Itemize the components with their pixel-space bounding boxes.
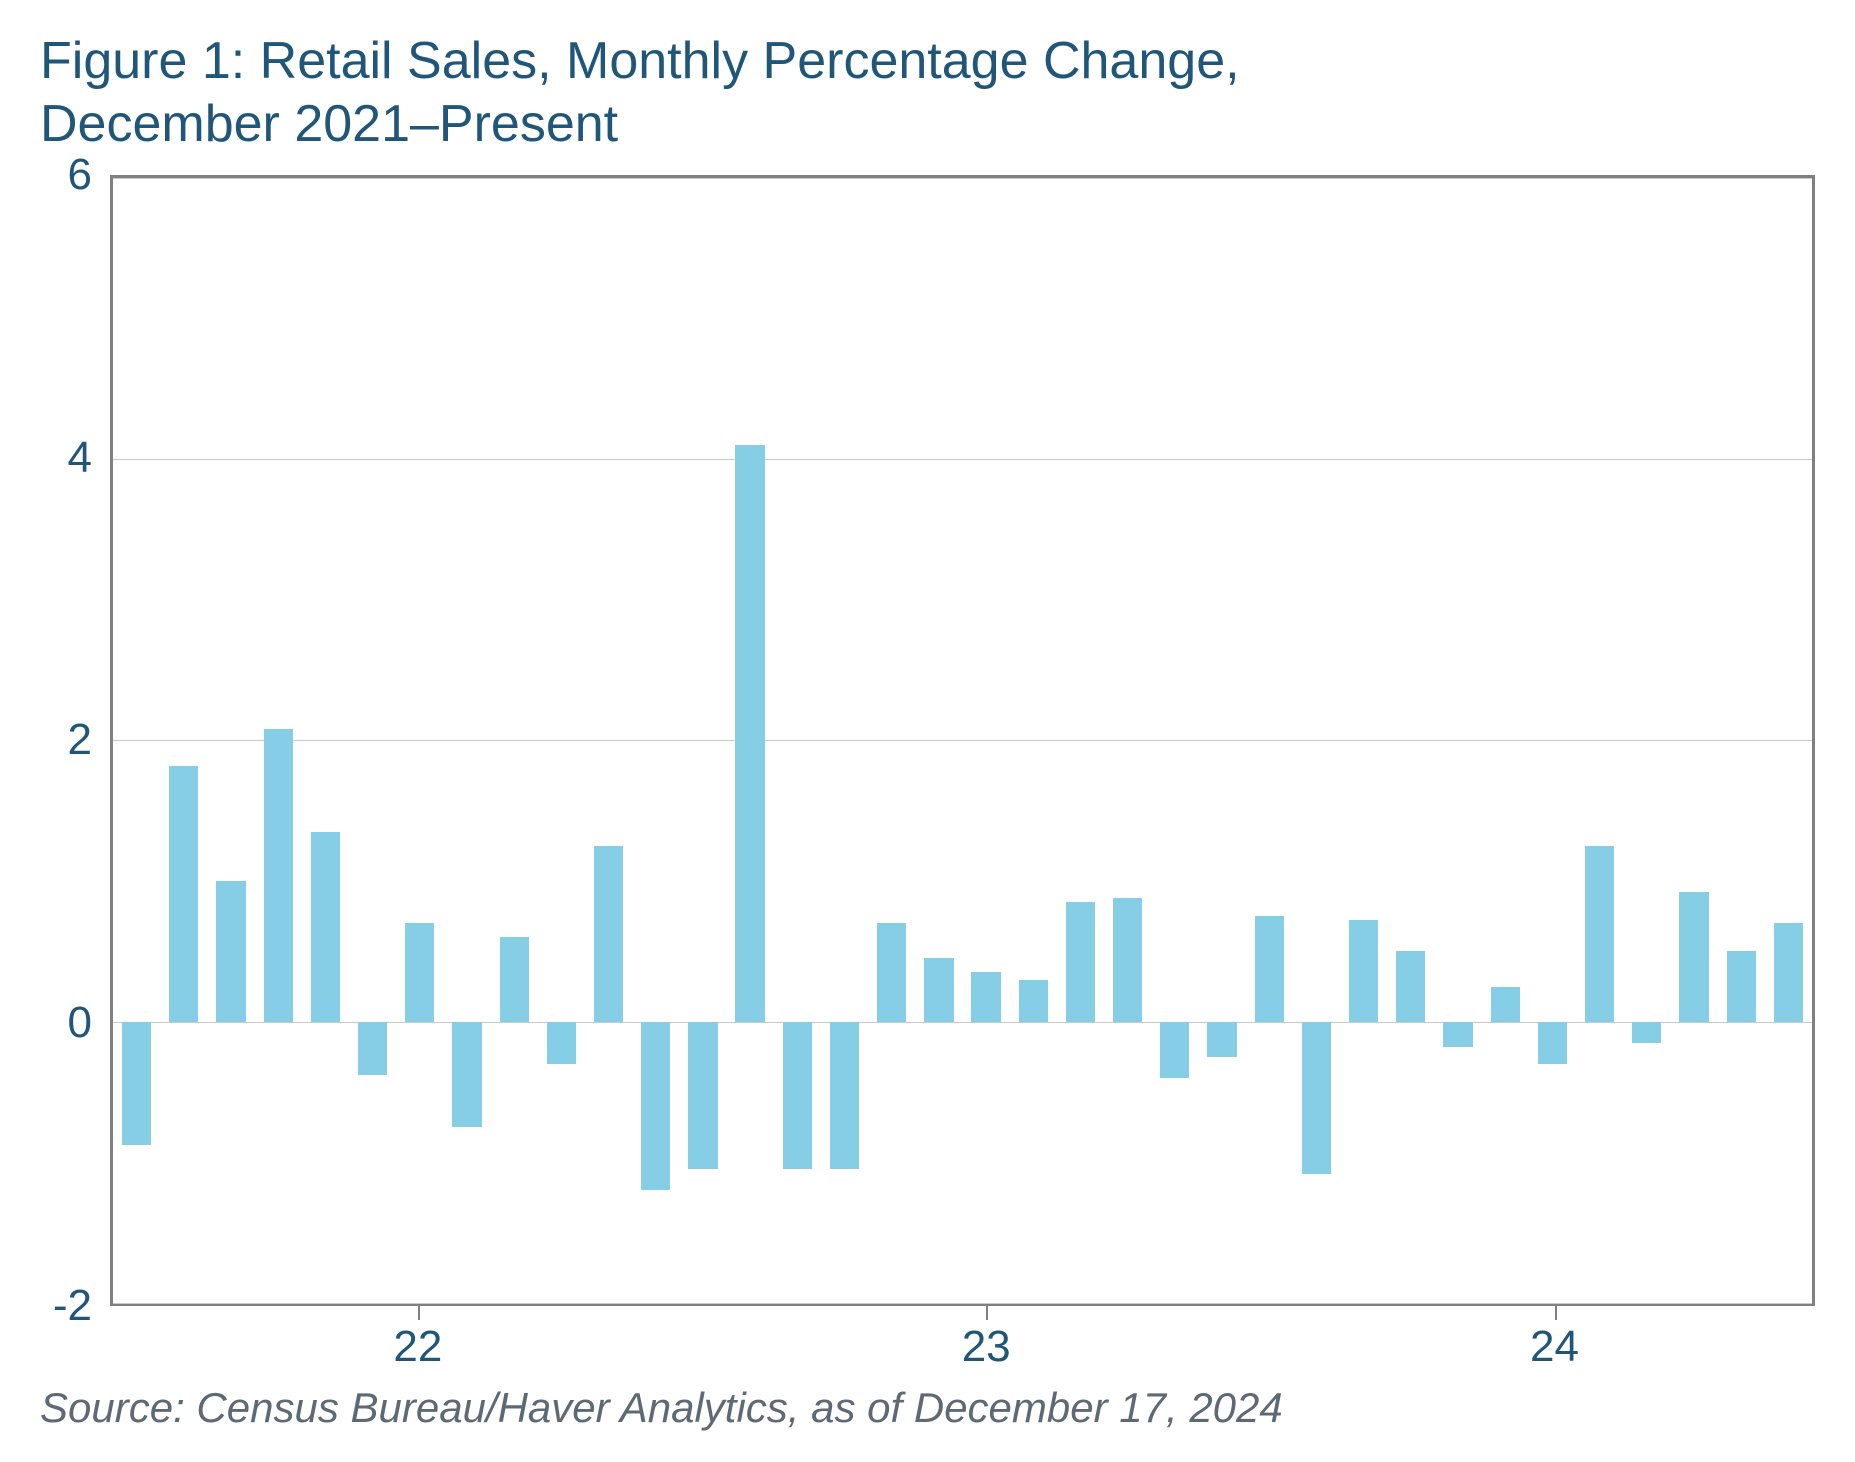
bar [500,937,529,1021]
bar [641,1022,670,1191]
bar [122,1022,151,1146]
bars-layer [113,178,1812,1303]
chart-area: -20246 [40,175,1815,1306]
bar [1727,951,1756,1021]
bar [216,881,245,1022]
bar [1349,920,1378,1021]
bar [1113,898,1142,1022]
bar [264,729,293,1022]
x-tick-label: 24 [1530,1322,1579,1372]
chart-title: Figure 1: Retail Sales, Monthly Percenta… [40,30,1815,157]
bar [1019,980,1048,1022]
bar [1774,923,1803,1021]
bar [358,1022,387,1075]
bar [1160,1022,1189,1078]
bar [1538,1022,1567,1064]
bar [924,958,953,1021]
bar [452,1022,481,1127]
figure-container: Figure 1: Retail Sales, Monthly Percenta… [0,0,1855,1462]
x-tick-label: 23 [962,1322,1011,1372]
bar [311,832,340,1022]
bar [547,1022,576,1064]
bar [1066,902,1095,1022]
gridline [113,1303,1812,1304]
bar [1679,892,1708,1021]
bar [594,846,623,1022]
chart-title-line1: Figure 1: Retail Sales, Monthly Percenta… [40,30,1815,93]
bar [1302,1022,1331,1174]
bar [783,1022,812,1170]
bar [1207,1022,1236,1057]
bar [735,445,764,1022]
bar [405,923,434,1021]
source-note: Source: Census Bureau/Haver Analytics, a… [40,1384,1815,1432]
bar [1491,987,1520,1022]
bar [1443,1022,1472,1047]
y-tick-label: -2 [53,1281,92,1331]
x-tick-label: 22 [393,1322,442,1372]
x-tick-mark [986,1306,988,1320]
y-axis: -20246 [40,175,110,1306]
chart-title-line2: December 2021–Present [40,93,1815,156]
y-tick-label: 0 [68,998,92,1048]
bar [1585,846,1614,1022]
x-tick-mark [418,1306,420,1320]
x-tick-mark [1555,1306,1557,1320]
x-axis: 22 23 24 [110,1306,1815,1376]
bar [1255,916,1284,1021]
bar [688,1022,717,1170]
bar [169,766,198,1022]
bar [877,923,906,1021]
bar [830,1022,859,1170]
bar [1396,951,1425,1021]
bar [971,972,1000,1021]
bar [1632,1022,1661,1043]
y-tick-label: 6 [68,150,92,200]
plot-frame [110,175,1815,1306]
y-tick-label: 4 [68,433,92,483]
y-tick-label: 2 [68,715,92,765]
